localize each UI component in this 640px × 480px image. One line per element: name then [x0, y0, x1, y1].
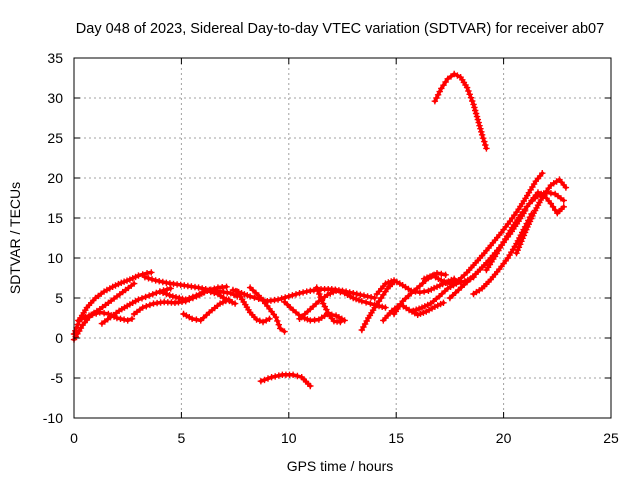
- x-tick-label: 0: [70, 430, 78, 446]
- x-tick-label: 20: [496, 430, 512, 446]
- series-track-o-markers: [313, 284, 344, 326]
- axes: 0 5 10 15 20 25 -10 -5 0 5 10 15 20 25 30 35: [43, 50, 619, 446]
- series-track-z-markers: [528, 189, 567, 217]
- x-tick-label: 5: [178, 430, 186, 446]
- series-track-z: [529, 190, 566, 215]
- x-tick-label: 10: [281, 430, 297, 446]
- x-tick-label: 25: [603, 430, 619, 446]
- y-axis-label: SDTVAR / TECUs: [7, 182, 23, 294]
- chart-title: Day 048 of 2023, Sidereal Day-to-day VTE…: [76, 21, 604, 37]
- y-tick-label: 35: [47, 50, 63, 66]
- y-tick-label: 0: [55, 330, 63, 346]
- y-tick-label: 15: [47, 210, 63, 226]
- series-track-u-markers: [420, 170, 546, 287]
- grid: [74, 58, 611, 418]
- y-tick-label: 25: [47, 130, 63, 146]
- series-track-w-markers: [470, 210, 535, 298]
- y-tick-label: 10: [47, 250, 63, 266]
- y-tick-label: 5: [55, 290, 63, 306]
- series-track-l-markers: [257, 371, 314, 390]
- y-tick-label: -5: [51, 370, 64, 386]
- y-tick-label: 30: [47, 90, 63, 106]
- series-track-k-markers: [246, 284, 288, 335]
- series-track-h-markers: [180, 296, 232, 324]
- y-tick-label: 20: [47, 170, 63, 186]
- x-axis-label: GPS time / hours: [287, 458, 394, 474]
- plot-frame: [73, 57, 612, 419]
- data-series: [70, 70, 570, 390]
- x-tick-label: 15: [388, 430, 404, 446]
- series-track-arc-markers: [431, 70, 490, 152]
- series-track-j-markers: [234, 288, 273, 326]
- y-tick-label: -10: [43, 410, 63, 426]
- series-track-y-markers: [513, 176, 570, 257]
